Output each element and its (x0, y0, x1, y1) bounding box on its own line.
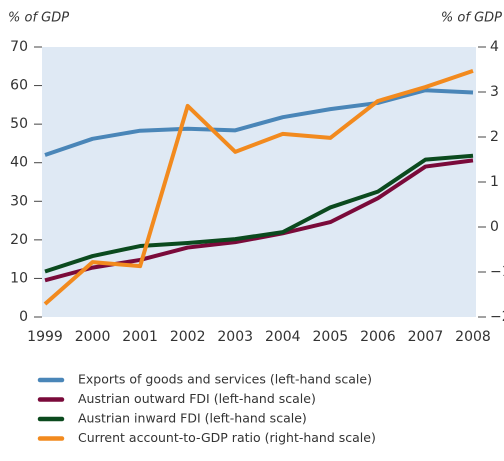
y2-tick-label: 1 (490, 174, 499, 190)
y-tick-label: 20 (10, 232, 28, 248)
y2-tick-label: 2 (490, 129, 499, 145)
y-tick-label: 40 (10, 155, 28, 171)
legend-label: Austrian inward FDI (left-hand scale) (78, 411, 307, 426)
legend-label: Current account-to-GDP ratio (right-hand… (78, 430, 376, 445)
y-tick-label: 0 (19, 309, 28, 325)
x-tick-label: 2006 (360, 329, 396, 345)
x-tick-label: 2008 (455, 329, 491, 345)
y-tick-label: 50 (10, 116, 28, 132)
x-tick-label: 2007 (408, 329, 444, 345)
y2-tick-label: 4 (490, 39, 499, 55)
y2-axis-label: % of GDP (441, 11, 502, 26)
x-tick-label: 2001 (122, 329, 158, 345)
series-line (44, 153, 474, 274)
x-tick-label: 2005 (313, 329, 349, 345)
x-tick-label: 2000 (75, 329, 111, 345)
x-tick-label: 2002 (170, 329, 206, 345)
y2-tick-label: −1 (490, 264, 504, 280)
series-line (43, 68, 474, 306)
y2-tick-label: −2 (490, 309, 504, 325)
y2-tick-label: 0 (490, 219, 499, 235)
y-tick-label: 70 (10, 39, 28, 55)
y-tick-label: 60 (10, 78, 28, 94)
series-line (44, 88, 474, 157)
x-tick-label: 1999 (27, 329, 63, 345)
legend-label: Austrian outward FDI (left-hand scale) (78, 391, 316, 406)
y-axis-label: % of GDP (8, 11, 69, 26)
y-tick-label: 10 (10, 270, 28, 286)
legend-label: Exports of goods and services (left-hand… (78, 372, 372, 387)
x-tick-label: 2004 (265, 329, 301, 345)
y-tick-label: 30 (10, 193, 28, 209)
y2-tick-label: 3 (490, 84, 499, 100)
plot-area (42, 47, 476, 317)
x-tick-label: 2003 (217, 329, 253, 345)
